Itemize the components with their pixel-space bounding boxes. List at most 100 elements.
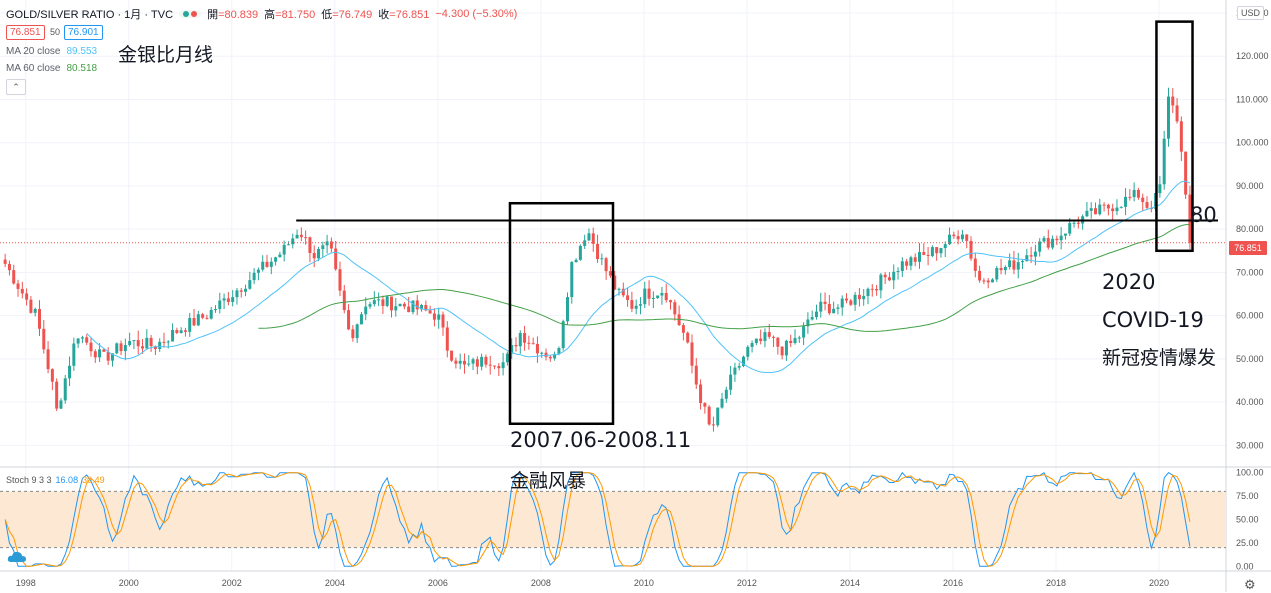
candle-body bbox=[1162, 138, 1166, 185]
candle-body bbox=[505, 353, 509, 363]
ma20-label: MA 20 close bbox=[6, 46, 61, 57]
candle-body bbox=[295, 234, 299, 239]
candle-body bbox=[1055, 238, 1059, 241]
candle-body bbox=[548, 356, 552, 359]
box2-year-annotation: 2020 bbox=[1102, 270, 1156, 294]
candle-body bbox=[226, 298, 230, 302]
candle-body bbox=[398, 303, 402, 307]
candle-body bbox=[720, 398, 724, 408]
candle-body bbox=[613, 275, 617, 290]
candle-body bbox=[724, 389, 728, 399]
candle-body bbox=[990, 279, 994, 283]
candle-body bbox=[832, 308, 836, 314]
ma20-value: 89.553 bbox=[66, 46, 98, 57]
candle-body bbox=[166, 341, 170, 343]
candle-body bbox=[956, 236, 960, 240]
candle-body bbox=[269, 261, 273, 267]
candle-body bbox=[523, 333, 527, 343]
gear-icon[interactable]: ⚙ bbox=[1244, 577, 1256, 592]
candle-body bbox=[935, 247, 939, 254]
symbol-title[interactable]: GOLD/SILVER RATIO · 1月 · TVC bbox=[6, 9, 174, 21]
candle-body bbox=[1051, 238, 1055, 248]
x-tick-label: 2018 bbox=[1046, 578, 1066, 588]
candle-body bbox=[952, 234, 956, 237]
candle-body bbox=[510, 345, 514, 354]
candle-body bbox=[458, 360, 462, 364]
candle-body bbox=[25, 293, 29, 300]
candle-body bbox=[16, 283, 20, 289]
candle-body bbox=[244, 288, 248, 292]
stoch-d-line bbox=[4, 472, 1191, 567]
stoch-legend[interactable]: Stoch 9 3 3 16.08 30.49 bbox=[6, 475, 105, 485]
candle-body bbox=[866, 288, 870, 297]
candle-body bbox=[1085, 210, 1089, 217]
candle-body bbox=[59, 400, 63, 409]
candle-body bbox=[518, 333, 522, 347]
candle-body bbox=[922, 252, 926, 255]
bid-price-box[interactable]: 76.851 bbox=[6, 25, 45, 40]
candle-body bbox=[205, 317, 209, 319]
candle-body bbox=[196, 314, 200, 326]
low-value: =76.749 bbox=[332, 9, 373, 21]
candle-body bbox=[312, 253, 316, 259]
candle-body bbox=[767, 332, 771, 337]
candle-body bbox=[1136, 189, 1140, 198]
candle-body bbox=[656, 295, 660, 299]
candle-body bbox=[462, 360, 466, 365]
candle-body bbox=[149, 337, 153, 347]
candle-body bbox=[299, 234, 303, 238]
candle-body bbox=[437, 314, 441, 320]
candle-body bbox=[218, 300, 222, 310]
candle-body bbox=[428, 310, 432, 314]
ask-price-box[interactable]: 76.901 bbox=[64, 25, 103, 40]
x-tick-label: 2012 bbox=[737, 578, 757, 588]
candle-body bbox=[1115, 207, 1119, 212]
y-tick-label: 100.000 bbox=[1236, 138, 1269, 148]
candle-body bbox=[669, 300, 673, 303]
candle-body bbox=[531, 343, 535, 345]
box2-event-zh-annotation: 新冠疫情爆发 bbox=[1102, 347, 1217, 369]
stoch-tick-label: 50.00 bbox=[1236, 515, 1259, 525]
y-tick-label: 110.000 bbox=[1236, 94, 1268, 104]
x-tick-label: 2010 bbox=[634, 578, 654, 588]
candle-body bbox=[145, 337, 149, 349]
close-label: 收 bbox=[378, 9, 390, 21]
candle-body bbox=[1124, 196, 1128, 207]
candle-body bbox=[707, 406, 711, 425]
candle-body bbox=[46, 349, 50, 370]
candle-body bbox=[913, 257, 917, 262]
candle-body bbox=[870, 288, 874, 290]
collapse-legend-button[interactable]: ⌃ bbox=[6, 79, 26, 95]
candle-body bbox=[488, 364, 492, 366]
candle-body bbox=[930, 247, 934, 256]
candle-body bbox=[823, 301, 827, 304]
candle-body bbox=[1029, 255, 1033, 257]
candle-body bbox=[600, 258, 604, 260]
candle-body bbox=[415, 300, 419, 310]
ma20-legend[interactable]: MA 20 close 89.553 bbox=[6, 46, 97, 57]
candle-body bbox=[604, 258, 608, 272]
highlight-box bbox=[1155, 20, 1194, 253]
candle-body bbox=[565, 297, 569, 322]
currency-badge[interactable]: USD bbox=[1237, 6, 1265, 20]
candle-body bbox=[3, 259, 7, 264]
ma60-legend[interactable]: MA 60 close 80.518 bbox=[6, 63, 97, 74]
high-label: 高 bbox=[264, 9, 276, 21]
candle-body bbox=[802, 326, 806, 338]
candle-body bbox=[1179, 121, 1183, 152]
y-tick-label: 30.000 bbox=[1236, 440, 1264, 450]
candle-body bbox=[797, 337, 801, 339]
box2-event-en-annotation: COVID-19 bbox=[1102, 308, 1204, 332]
candle-body bbox=[574, 259, 578, 263]
candle-body bbox=[527, 342, 531, 344]
candle-body bbox=[291, 238, 295, 245]
candle-body bbox=[703, 403, 707, 407]
x-tick-label: 2016 bbox=[943, 578, 963, 588]
x-tick-label: 2000 bbox=[119, 578, 139, 588]
candle-body bbox=[561, 321, 565, 349]
candle-body bbox=[939, 248, 943, 254]
candle-body bbox=[98, 349, 102, 358]
candle-body bbox=[282, 244, 286, 255]
ma60-line bbox=[258, 224, 1190, 332]
